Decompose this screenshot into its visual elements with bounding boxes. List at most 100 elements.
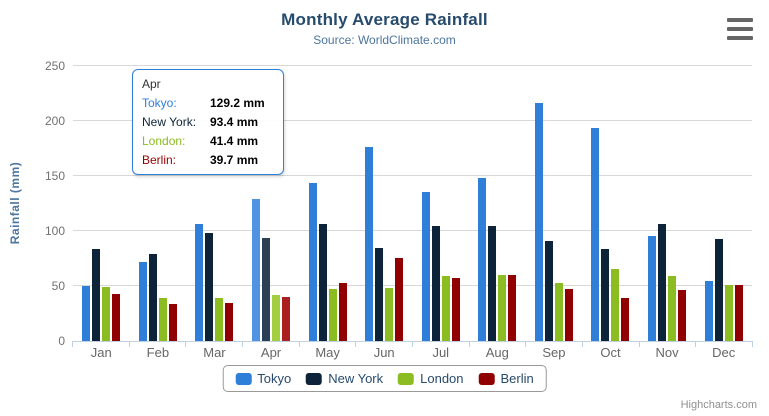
bar-group-oct	[582, 66, 639, 341]
bar-new-york-feb[interactable]	[148, 254, 157, 341]
tooltip-row-new-york: New York: 93.4 mm	[142, 115, 274, 129]
legend-item-tokyo[interactable]: Tokyo	[235, 371, 291, 386]
bar-group-dec	[695, 66, 752, 341]
x-tick-label-dec: Dec	[712, 345, 736, 360]
bar-new-york-nov[interactable]	[658, 223, 667, 341]
bar-new-york-mar[interactable]	[205, 232, 214, 341]
gridline-150	[73, 175, 752, 176]
bar-berlin-nov[interactable]	[678, 289, 687, 341]
bar-group-may	[299, 66, 356, 341]
bar-london-jun[interactable]	[385, 287, 394, 341]
bar-berlin-dec[interactable]	[734, 284, 743, 341]
bar-berlin-aug[interactable]	[508, 274, 517, 341]
hamburger-bar	[727, 27, 753, 31]
tooltip-series-name: New York:	[142, 115, 197, 129]
tooltip-row-tokyo: Tokyo: 129.2 mm	[142, 96, 274, 110]
bar-london-sep[interactable]	[554, 283, 563, 341]
x-axis-labels: Jan Feb Mar Apr May Jun Jul Aug Sep Oct Nov Dec	[73, 345, 752, 360]
x-tick-mark	[355, 341, 357, 347]
x-tick-mark	[412, 341, 413, 347]
bar-tokyo-feb[interactable]	[138, 262, 147, 341]
bar-london-may[interactable]	[328, 289, 337, 341]
bar-berlin-jul[interactable]	[451, 277, 460, 341]
tooltip-series-name: London:	[142, 134, 186, 148]
hamburger-bar	[727, 18, 753, 22]
tooltip-series-value: 93.4 mm	[210, 115, 259, 129]
bar-tokyo-jul[interactable]	[421, 191, 430, 341]
bar-tokyo-nov[interactable]	[648, 235, 657, 341]
x-tick-label-nov: Nov	[655, 345, 679, 360]
gridline-250	[73, 65, 752, 66]
bar-london-apr[interactable]	[272, 295, 281, 341]
x-tick-mark	[468, 341, 470, 347]
hamburger-icon[interactable]	[727, 17, 753, 41]
bar-group-aug	[469, 66, 526, 341]
x-tick-label-aug: Aug	[485, 345, 509, 360]
legend-swatch-icon	[398, 372, 415, 385]
bar-group-jul	[412, 66, 469, 341]
bar-new-york-dec[interactable]	[714, 239, 723, 341]
bar-berlin-sep[interactable]	[564, 288, 573, 341]
bar-new-york-jan[interactable]	[92, 249, 101, 341]
x-tick-label-mar: Mar	[203, 345, 226, 360]
bar-london-aug[interactable]	[498, 275, 507, 341]
bar-group-mar	[186, 66, 243, 341]
bar-new-york-may[interactable]	[318, 224, 327, 341]
bar-tokyo-sep[interactable]	[534, 102, 543, 341]
bar-london-jan[interactable]	[102, 287, 111, 341]
x-tick-label-jan: Jan	[90, 345, 112, 360]
bar-group-jan	[73, 66, 130, 341]
x-tick-label-may: May	[315, 345, 340, 360]
bar-new-york-apr[interactable]	[262, 238, 271, 341]
bar-tokyo-may[interactable]	[308, 182, 317, 341]
bar-tokyo-dec[interactable]	[704, 281, 713, 341]
bar-tokyo-mar[interactable]	[195, 223, 204, 341]
x-tick-mark	[242, 341, 243, 347]
hamburger-bar	[727, 36, 753, 40]
tooltip-row-london: London: 41.4 mm	[142, 134, 274, 148]
bar-berlin-feb[interactable]	[168, 304, 177, 341]
legend-item-berlin[interactable]: Berlin	[478, 371, 534, 386]
y-tick-label-0: 0	[58, 334, 65, 348]
bar-london-dec[interactable]	[724, 284, 733, 341]
bar-tokyo-apr[interactable]	[252, 198, 261, 341]
bar-berlin-may[interactable]	[338, 283, 347, 341]
bar-berlin-mar[interactable]	[225, 303, 234, 341]
bar-tokyo-jan[interactable]	[82, 286, 91, 341]
x-tick-mark	[128, 341, 130, 347]
x-tick-mark	[298, 341, 300, 347]
legend: Tokyo New York London Berlin	[222, 365, 547, 392]
bar-london-jul[interactable]	[441, 276, 450, 341]
bar-berlin-jan[interactable]	[112, 294, 121, 341]
bar-berlin-apr[interactable]	[282, 297, 291, 341]
chart-title: Monthly Average Rainfall	[281, 10, 488, 29]
bar-london-mar[interactable]	[215, 297, 224, 341]
y-tick-label-200: 200	[44, 114, 65, 128]
highcharts-credits-link[interactable]: Highcharts.com	[680, 399, 757, 411]
bar-berlin-jun[interactable]	[395, 257, 404, 341]
bar-berlin-oct[interactable]	[621, 298, 630, 341]
bar-new-york-jul[interactable]	[431, 225, 440, 341]
tooltip-series-name: Berlin:	[142, 153, 177, 167]
y-tick-label-50: 50	[51, 279, 65, 293]
bar-london-oct[interactable]	[611, 269, 620, 341]
bar-new-york-oct[interactable]	[601, 249, 610, 341]
bar-london-nov[interactable]	[668, 275, 677, 341]
bar-new-york-aug[interactable]	[488, 226, 497, 341]
bar-series-container	[73, 66, 752, 341]
x-tick-mark	[185, 341, 187, 347]
bar-london-feb[interactable]	[158, 298, 167, 341]
bar-group-feb	[130, 66, 187, 341]
bar-tokyo-jun[interactable]	[365, 147, 374, 341]
x-tick-mark	[695, 341, 697, 347]
x-tick-mark	[525, 341, 527, 347]
bar-tokyo-aug[interactable]	[478, 177, 487, 341]
bar-new-york-sep[interactable]	[544, 240, 553, 341]
legend-item-london[interactable]: London	[398, 371, 464, 386]
bar-tokyo-oct[interactable]	[591, 127, 600, 341]
bar-new-york-jun[interactable]	[375, 248, 384, 341]
legend-label: London	[420, 371, 464, 386]
gridline-50	[73, 285, 752, 286]
legend-item-new-york[interactable]: New York	[306, 371, 383, 386]
tooltip-row-berlin: Berlin: 39.7 mm	[142, 153, 274, 167]
